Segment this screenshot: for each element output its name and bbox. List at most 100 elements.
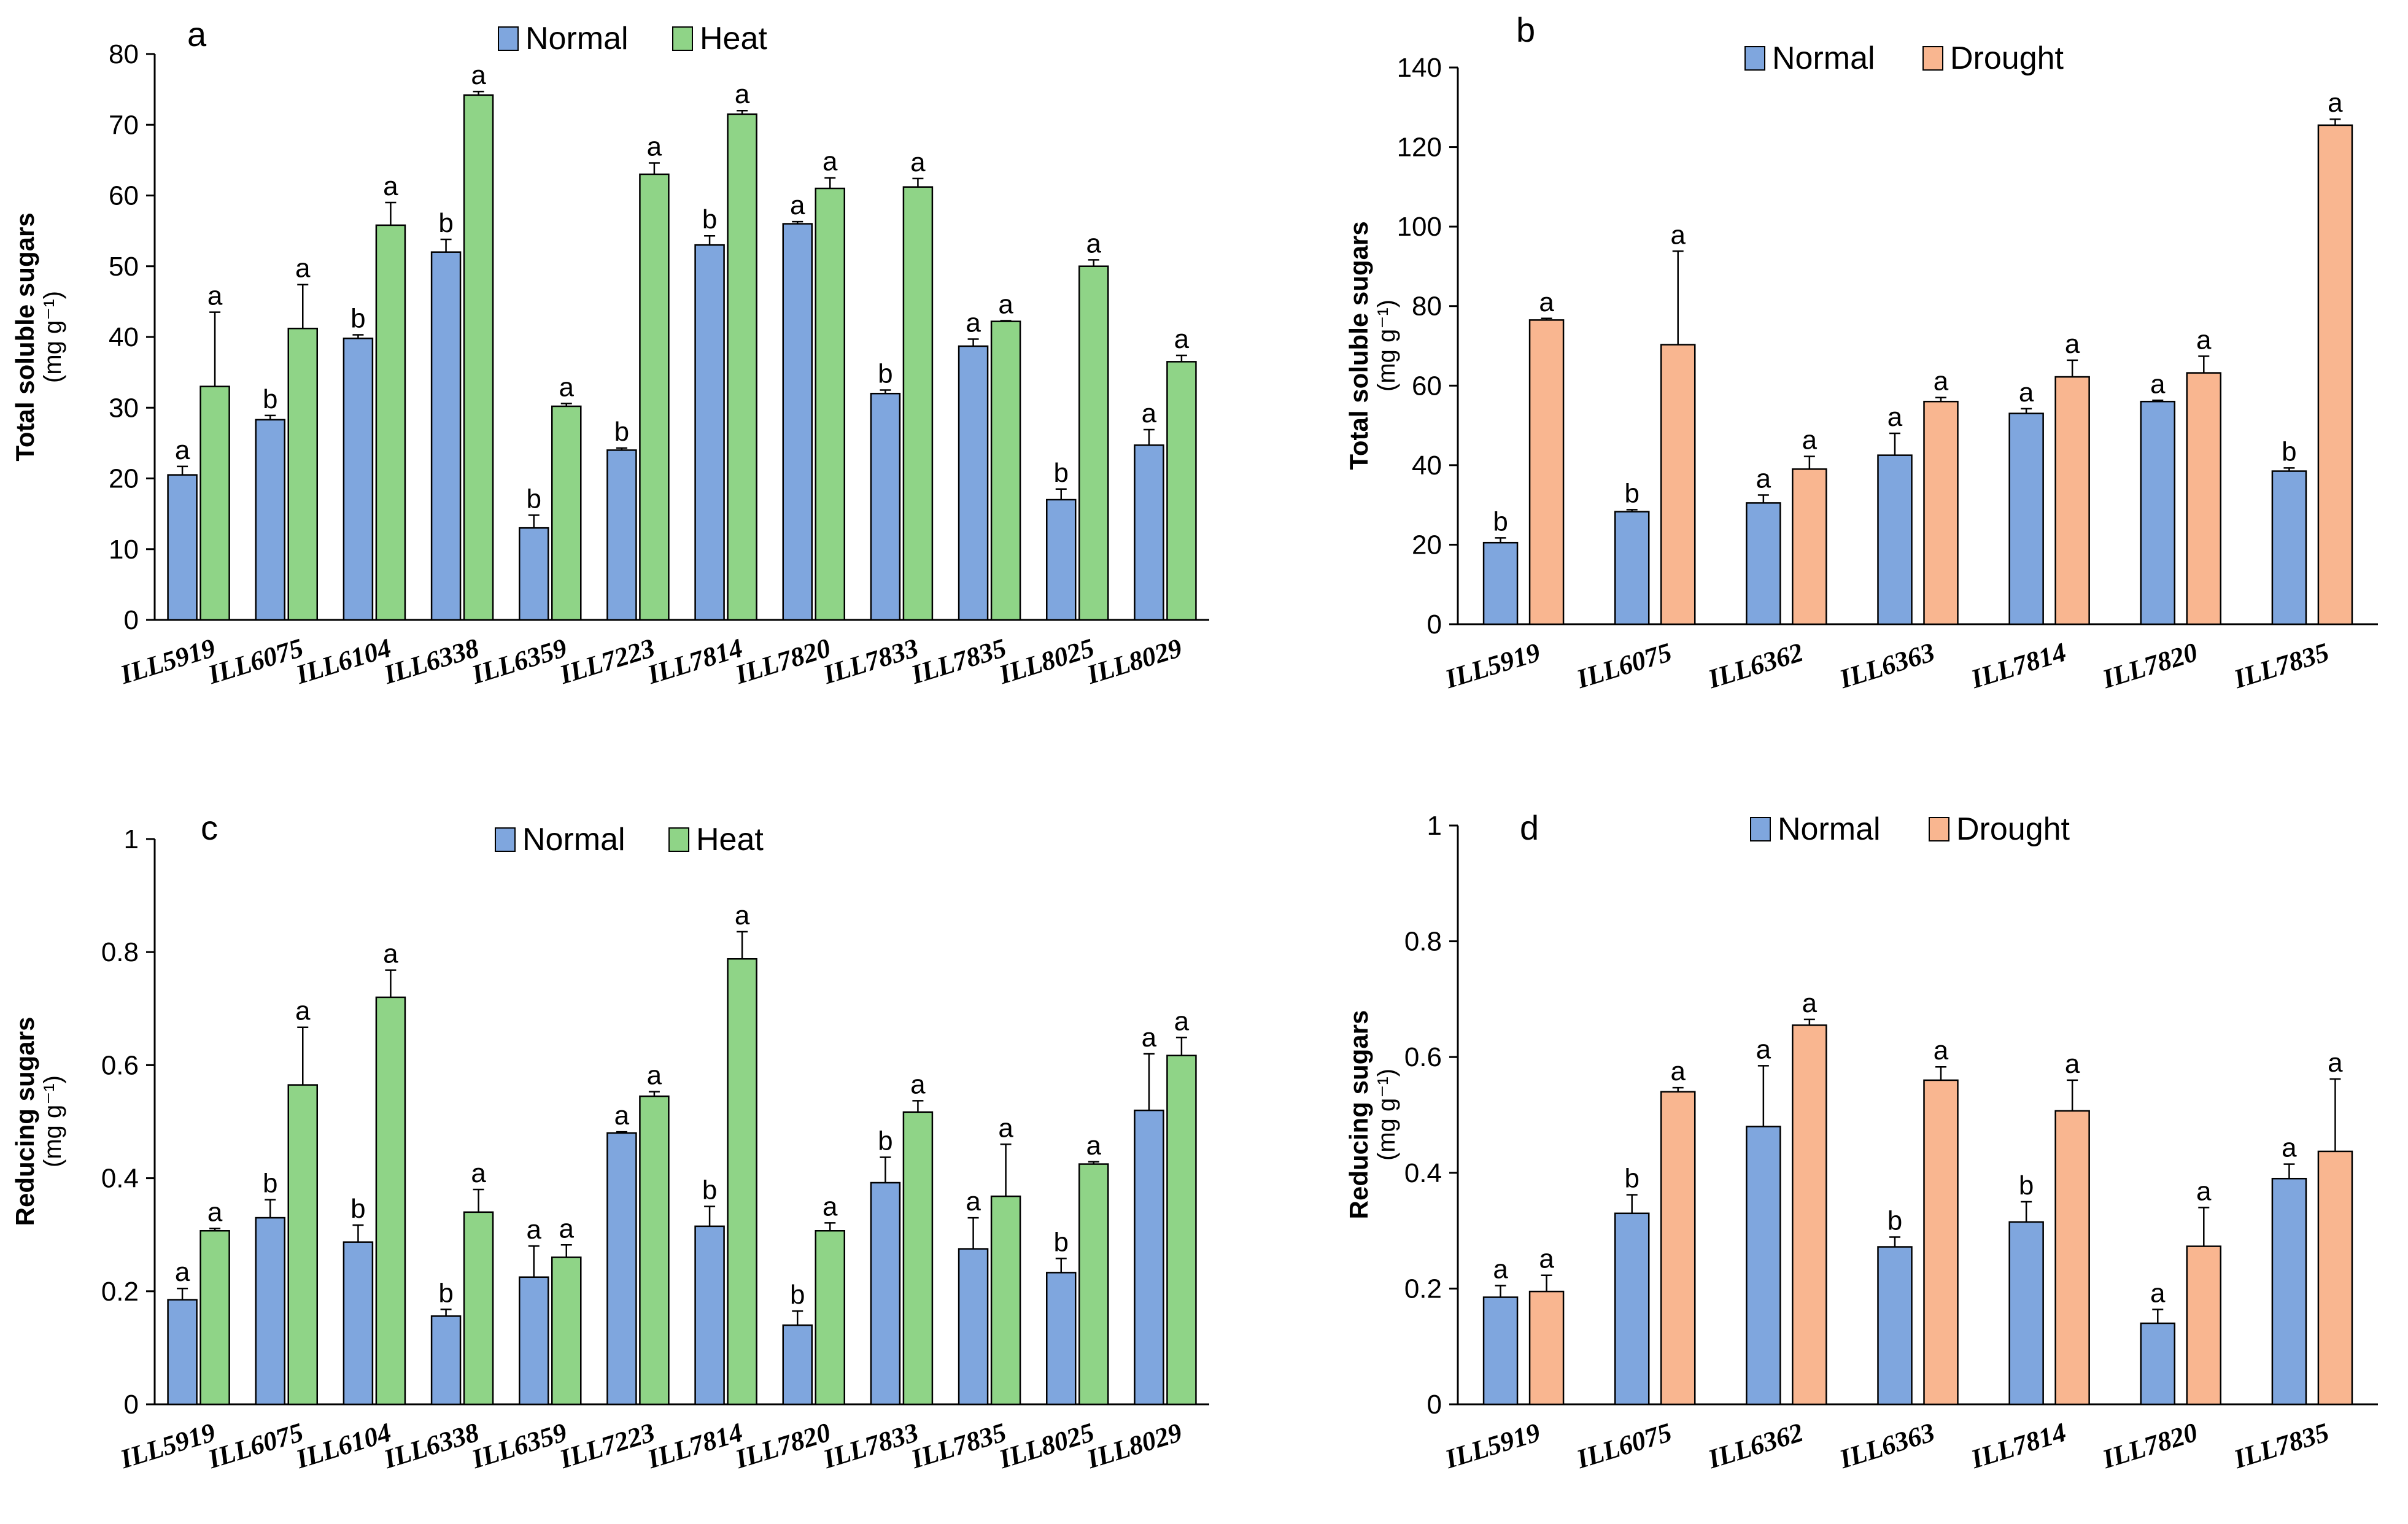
bar-heat-ILL7814 [727,113,757,621]
y-tick-label: 80 [109,39,139,69]
significance-letter: b [527,484,541,514]
significance-letter: b [702,204,717,234]
significance-letter: b [702,1175,717,1205]
y-tick-label: 60 [109,181,139,211]
bar-drought-ILL7835 [2317,1150,2353,1406]
bar-normal-ILL6362 [1746,1126,1781,1406]
x-tick-label: ILL7223 [556,1417,658,1475]
bar-normal-ILL7223 [606,1132,637,1406]
significance-letter: a [383,171,398,201]
y-axis-unit: (mg g⁻¹) [39,1075,66,1167]
chart-panel-c: 00.20.40.60.81aaILL5919baILL6075baILL610… [10,808,1209,1474]
x-tick-label: ILL6104 [292,633,395,690]
y-tick-label: 120 [1397,133,1442,163]
bar-heat-ILL7820 [815,1230,845,1406]
x-tick-label: ILL6359 [468,1417,570,1475]
bar-normal-ILL5919 [167,1299,198,1406]
bar-normal-ILL7835 [2271,470,2307,625]
x-tick-label: ILL7835 [2230,637,2333,695]
significance-letter: a [735,900,750,930]
bar-heat-ILL8029 [1166,1054,1197,1406]
significance-letter: a [527,1215,542,1245]
significance-letter: a [2282,1133,2297,1163]
significance-letter: a [1756,1034,1771,1064]
significance-letter: a [1539,287,1554,317]
significance-letter: a [1142,1023,1157,1053]
bar-heat-ILL7835 [990,320,1021,621]
bar-heat-ILL7814 [727,958,757,1406]
x-tick-label: ILL6338 [380,1417,482,1475]
x-tick-label: ILL6362 [1704,637,1806,695]
bar-drought-ILL7814 [2054,376,2090,625]
bar-normal-ILL7820 [2140,400,2176,625]
significance-letter: b [263,384,277,414]
significance-letter: a [910,147,926,177]
bar-normal-ILL8025 [1046,1272,1077,1406]
bar-normal-ILL7833 [870,1182,901,1406]
significance-letter: a [295,253,311,284]
bar-heat-ILL5919 [199,1230,230,1406]
legend-swatch [1750,817,1771,841]
significance-letter: b [1493,506,1508,536]
significance-letter: a [735,79,750,109]
significance-letter: a [647,1061,662,1091]
legend-swatch [1744,46,1765,71]
y-tick-label: 0.6 [1404,1042,1442,1072]
significance-letter: b [878,1126,892,1156]
y-tick-label: 10 [109,535,139,565]
y-tick-label: 140 [1397,53,1442,83]
bar-heat-ILL6359 [551,405,582,621]
significance-letter: a [647,131,662,161]
x-tick-label: ILL7820 [2098,1417,2201,1475]
y-axis-title: Reducing sugars [10,1017,39,1226]
bar-normal-ILL7814 [694,244,725,621]
significance-letter: a [823,1191,838,1221]
legend-label: Heat [696,822,764,857]
y-tick-label: 0.4 [101,1164,139,1194]
x-tick-label: ILL6075 [1573,1417,1675,1475]
significance-letter: a [559,372,575,402]
legend-swatch [672,26,693,51]
significance-letter: b [1624,478,1639,508]
legend-label: Heat [700,21,767,56]
y-tick-label: 20 [109,464,139,494]
bar-heat-ILL5919 [199,385,230,621]
y-tick-label: 40 [1412,451,1442,481]
chart-panel-a: 01020304050607080aaILL5919baILL6075baILL… [10,15,1209,690]
bar-normal-ILL6075 [1614,511,1650,625]
significance-letter: b [1887,1205,1902,1236]
bar-normal-ILL7820 [782,223,813,621]
bar-drought-ILL6363 [1923,1079,1959,1406]
significance-letter: a [1887,402,1903,432]
bar-normal-ILL6338 [430,251,462,621]
bar-drought-ILL5919 [1528,1290,1565,1406]
significance-letter: a [295,996,311,1026]
significance-letter: a [790,190,805,220]
significance-letter: a [2065,329,2080,359]
significance-letter: a [1493,1255,1508,1285]
bar-heat-ILL8025 [1078,265,1109,621]
significance-letter: a [175,1257,190,1287]
x-tick-label: ILL7835 [2230,1417,2333,1475]
bar-heat-ILL6104 [375,224,406,621]
bar-normal-ILL6363 [1877,1246,1913,1406]
significance-letter: b [2282,436,2296,466]
y-axis-unit: (mg g⁻¹) [39,291,66,383]
significance-letter: a [1174,1006,1190,1036]
y-tick-label: 100 [1397,212,1442,242]
bar-normal-ILL7833 [870,392,901,621]
bar-normal-ILL6363 [1877,454,1913,625]
bar-drought-ILL7814 [2054,1110,2090,1406]
panel-label: d [1520,808,1539,847]
x-tick-label: ILL8025 [995,1417,1098,1475]
y-axis-title: Total soluble sugars [1344,221,1373,470]
x-tick-label: ILL7814 [643,633,746,690]
significance-letter: a [1086,1131,1102,1161]
bar-heat-ILL7835 [990,1195,1021,1406]
significance-letter: a [998,289,1013,319]
significance-letter: b [614,417,629,447]
y-tick-label: 70 [109,110,139,140]
y-tick-label: 50 [109,252,139,282]
bar-normal-ILL7814 [2008,1221,2044,1406]
